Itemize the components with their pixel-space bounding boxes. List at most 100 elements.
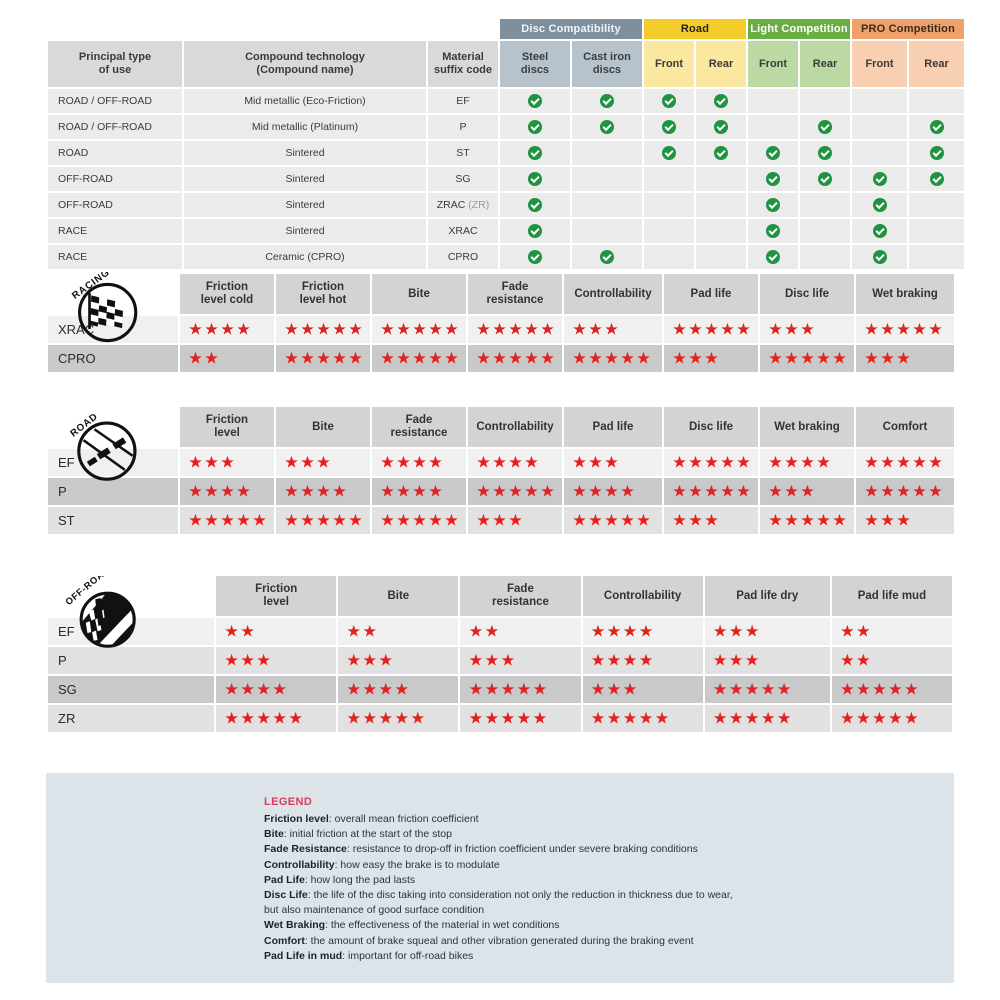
star-icon (689, 455, 702, 468)
star-icon (905, 711, 918, 724)
star-icon (363, 624, 376, 637)
legend-entry: Comfort: the amount of brake squeal and … (264, 934, 694, 947)
compat-code-cell: ST (428, 141, 498, 165)
compat-check-cell (500, 141, 570, 165)
check-icon (528, 172, 542, 186)
star-icon (349, 351, 362, 364)
star-icon (729, 682, 743, 695)
compat-empty-cell (909, 245, 964, 269)
compat-code-cell: SG (428, 167, 498, 191)
check-icon (528, 198, 542, 212)
star-icon (729, 653, 743, 666)
star-icon (241, 711, 254, 724)
star-icon (705, 484, 718, 497)
star-icon (525, 351, 538, 364)
star-icon (745, 624, 759, 637)
racing-section: Friction level cold Friction level hot Bite F… (46, 272, 954, 374)
table-row: EF (48, 618, 952, 645)
road-rating-cell (760, 507, 854, 534)
star-icon (347, 711, 360, 724)
legend-panel: LEGEND Friction level: overall mean fric… (46, 773, 954, 983)
star-icon (205, 455, 218, 468)
star-icon (493, 351, 506, 364)
star-icon (429, 455, 442, 468)
offroad-col-header-4: Pad life dry (704, 576, 830, 616)
star-icon (381, 513, 394, 526)
star-icon (413, 484, 426, 497)
star-icon (777, 682, 791, 695)
racing-col-header-0: Friction level cold (180, 274, 274, 314)
offroad-rating-cell (582, 705, 703, 732)
table-row: P (48, 478, 954, 505)
star-icon (639, 624, 653, 637)
compat-check-cell (748, 219, 798, 243)
racing-rating-cell (760, 316, 854, 343)
star-icon (623, 682, 637, 695)
star-icon (477, 455, 490, 468)
compat-compound-cell: Mid metallic (Eco-Friction) (184, 89, 426, 113)
star-icon (273, 711, 286, 724)
compat-empty-cell (696, 193, 746, 217)
compat-empty-cell (800, 245, 850, 269)
star-icon (317, 322, 330, 335)
star-icon (605, 484, 618, 497)
compat-check-cell (748, 167, 798, 191)
star-icon (913, 455, 926, 468)
racing-rating-cell (180, 345, 274, 372)
star-icon (785, 322, 798, 335)
star-icon (769, 351, 782, 364)
compat-empty-cell (852, 115, 907, 139)
racing-rating-cell (856, 316, 954, 343)
star-icon (381, 484, 394, 497)
star-icon (857, 653, 870, 666)
star-icon (589, 322, 602, 335)
star-icon (897, 484, 910, 497)
compat-empty-cell (748, 115, 798, 139)
star-icon (333, 484, 346, 497)
star-icon (905, 682, 918, 695)
road-rating-cell (856, 478, 954, 505)
road-col-header-1: Bite (276, 407, 370, 447)
road-surface-icon: ROAD (68, 411, 137, 481)
road-rating-cell (276, 478, 370, 505)
compat-check-cell (500, 89, 570, 113)
road-rating-cell (664, 507, 758, 534)
offroad-rating-cell (704, 676, 830, 703)
compat-code-cell: ZRAC (ZR) (428, 193, 498, 217)
star-icon (237, 322, 250, 335)
star-icon (379, 682, 392, 695)
table-row: OFF-ROAD Sintered SG (48, 167, 964, 191)
star-icon (605, 513, 618, 526)
compat-empty-cell (852, 141, 907, 165)
star-icon (589, 351, 602, 364)
star-icon (913, 484, 926, 497)
compat-col-header-6: Rear (696, 41, 746, 87)
star-icon (865, 322, 878, 335)
star-icon (477, 351, 490, 364)
compat-check-cell (572, 115, 642, 139)
star-icon (833, 513, 846, 526)
star-icon (317, 484, 330, 497)
star-icon (591, 711, 605, 724)
compat-check-cell (748, 141, 798, 165)
legend-entry: Wet Braking: the effectiveness of the ma… (264, 919, 560, 932)
offroad-rating-cell (338, 676, 459, 703)
compat-check-cell (852, 193, 907, 217)
road-rating-cell (664, 449, 758, 476)
star-icon (591, 682, 605, 695)
star-icon (777, 711, 791, 724)
star-icon (897, 322, 910, 335)
compat-col-header-2: Material suffix code (428, 41, 498, 87)
star-icon (729, 711, 743, 724)
star-icon (469, 653, 483, 666)
legend-entries: Friction level: overall mean friction co… (264, 812, 934, 964)
racing-rating-cell (180, 316, 274, 343)
star-icon (397, 513, 410, 526)
racing-col-header-2: Bite (372, 274, 466, 314)
compat-check-cell (500, 193, 570, 217)
star-icon (273, 682, 286, 695)
road-table: Friction level Bite Fade resistance Controlla… (46, 405, 956, 536)
compat-check-cell (572, 245, 642, 269)
star-icon (509, 322, 522, 335)
offroad-col-header-3: Controllability (582, 576, 703, 616)
